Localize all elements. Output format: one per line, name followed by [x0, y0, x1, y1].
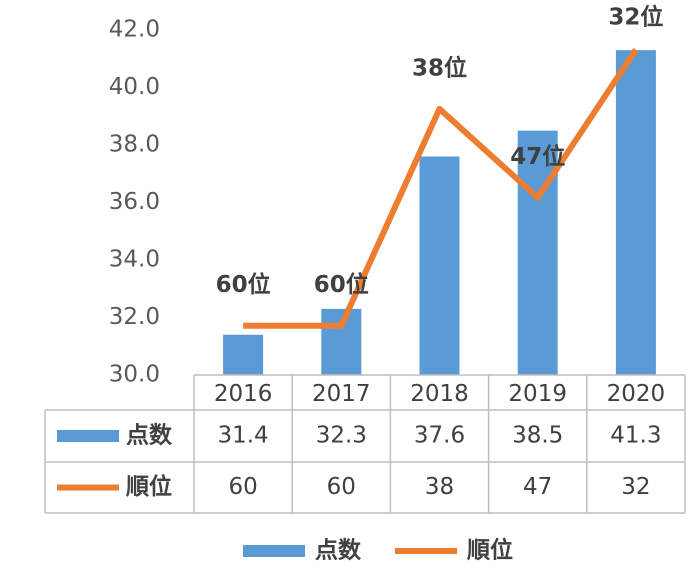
- data-label: 47位: [510, 143, 565, 170]
- table-series-name: 点数: [126, 423, 173, 449]
- table-cell: 38.5: [512, 423, 563, 449]
- x-tick-label: 2020: [607, 381, 666, 407]
- y-tick-label: 38.0: [109, 132, 160, 158]
- x-tick-label: 2018: [410, 381, 469, 407]
- y-tick-label: 30.0: [109, 362, 160, 388]
- line: [243, 48, 639, 329]
- table-cell: 32.3: [316, 423, 367, 449]
- table-cell: 31.4: [217, 423, 268, 449]
- table-cell: 37.6: [414, 423, 465, 449]
- data-label: 60位: [216, 271, 271, 298]
- table-cell: 60: [327, 474, 356, 500]
- y-tick-label: 36.0: [109, 189, 160, 215]
- bar: [223, 334, 264, 375]
- data-label: 32位: [608, 4, 663, 31]
- bar: [615, 50, 656, 375]
- bar: [419, 156, 460, 375]
- table-cell: 60: [228, 474, 257, 500]
- bar: [517, 130, 558, 375]
- legend-swatch: [243, 545, 305, 557]
- x-tick-label: 2019: [508, 381, 567, 407]
- y-tick-label: 32.0: [109, 304, 160, 330]
- table-cell: 32: [621, 474, 650, 500]
- y-tick-label: 34.0: [109, 247, 160, 273]
- x-tick-label: 2016: [214, 381, 273, 407]
- data-label: 38位: [412, 54, 467, 81]
- table-cell: 41.3: [610, 423, 661, 449]
- data-label: 60位: [314, 271, 369, 298]
- legend-label: 点数: [315, 538, 362, 564]
- table-cell: 47: [523, 474, 552, 500]
- table-series-name: 順位: [126, 473, 172, 500]
- y-tick-label: 40.0: [109, 74, 160, 100]
- y-tick-label: 42.0: [109, 17, 160, 43]
- legend-label: 順位: [467, 537, 513, 564]
- table-cell: 38: [425, 474, 454, 500]
- x-tick-label: 2017: [312, 381, 371, 407]
- legend-swatch: [57, 430, 119, 442]
